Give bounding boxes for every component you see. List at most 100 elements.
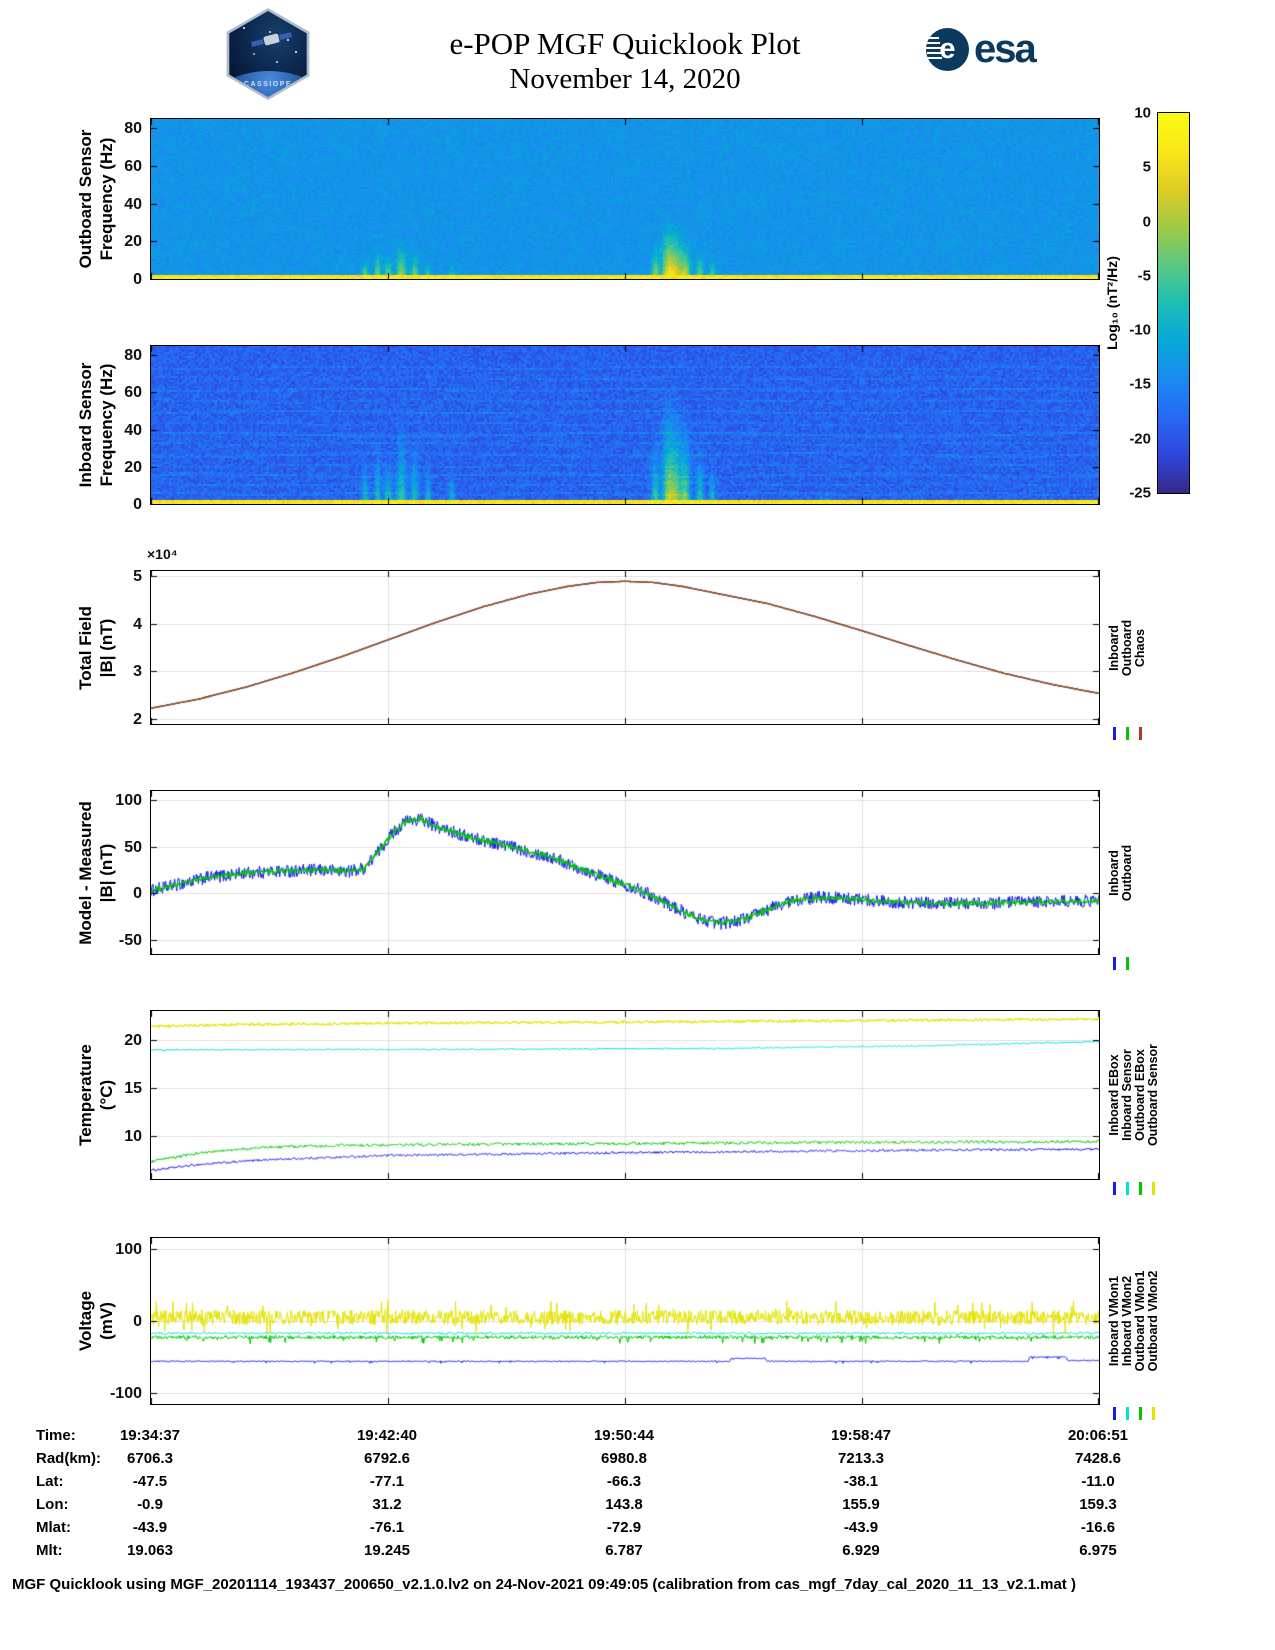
- y-tick-label: 20: [124, 233, 142, 251]
- cell-value: 6792.6: [364, 1450, 410, 1467]
- y-axis-label-line: |B| (nT): [97, 843, 116, 902]
- y-axis-exponent: ×10⁴: [147, 546, 178, 562]
- y-axis-label: Model - Measured |B| (nT): [75, 801, 118, 945]
- y-tick-label: 0: [133, 496, 142, 513]
- cell-value: -47.5: [132, 1473, 168, 1490]
- y-tick-label: 50: [124, 838, 142, 856]
- cell-value: 6.787: [605, 1542, 643, 1559]
- cell-value: 7213.3: [838, 1450, 884, 1467]
- legend-marker: [1113, 1182, 1116, 1195]
- cell-value: -66.3: [606, 1473, 642, 1490]
- table-row: Time: 19:34:37 19:42:40 19:50:44 19:58:47 20:…: [0, 1427, 1275, 1450]
- y-axis-label: Voltage (mV): [75, 1291, 118, 1351]
- legend-label: Inboard: [1107, 849, 1121, 896]
- legend-label: Chaos: [1133, 628, 1147, 667]
- panel-total-field: Total Field |B| (nT) 2 3 4 5 Inboard Outboard…: [76, 546, 1147, 740]
- panel-legend: Inboard EBox Inboard Sensor Outboard EBox O…: [1104, 1011, 1166, 1195]
- cell-value: 6.975: [1079, 1542, 1117, 1559]
- legend-label: Inboard: [1107, 624, 1121, 671]
- cell-value: 6.929: [842, 1542, 880, 1559]
- panel-legend: Inboard Outboard Chaos: [1104, 571, 1166, 740]
- legend-label: Outboard: [1120, 844, 1134, 901]
- y-axis-label-line: |B| (nT): [97, 618, 116, 677]
- cell-value: 6706.3: [127, 1450, 173, 1467]
- legend-label: Outboard EBox: [1133, 1049, 1147, 1141]
- y-axis-label-line: Model - Measured: [75, 800, 95, 945]
- cell-value: -76.1: [369, 1519, 405, 1536]
- cell-value: -72.9: [606, 1519, 642, 1536]
- panel-model-minus-measured: Model - Measured |B| (nT) -50 0 50 100 Inboa…: [76, 790, 1134, 970]
- table-row: Lon: -0.9 31.2 143.8 155.9 159.3: [0, 1496, 1275, 1519]
- row-label: Mlat:: [36, 1519, 71, 1536]
- cassiope-mission-patch: CASSIOPE: [222, 8, 314, 100]
- cell-value: 19.063: [127, 1542, 173, 1559]
- cell-value: 143.8: [605, 1496, 643, 1513]
- legend-marker: [1139, 1182, 1142, 1195]
- legend-label: Inboard EBox: [1107, 1054, 1121, 1136]
- y-tick-label: 80: [124, 120, 142, 138]
- voltage-plot: [151, 1238, 1099, 1404]
- y-tick-label: 20: [124, 1031, 142, 1049]
- y-axis-label-line: (mV): [97, 1302, 116, 1340]
- y-tick-label: 0: [133, 885, 142, 903]
- cell-value: 159.3: [1079, 1496, 1117, 1513]
- table-row: Mlt: 19.063 19.245 6.787 6.929 6.975: [0, 1542, 1275, 1565]
- esa-wordmark: esa: [974, 27, 1037, 71]
- legend-label: Outboard VMon2: [1146, 1270, 1160, 1372]
- cell-value: 155.9: [842, 1496, 880, 1513]
- y-axis-label: Total Field |B| (nT): [75, 606, 118, 690]
- y-tick-label: 3: [133, 663, 142, 681]
- y-tick-label: 100: [115, 792, 142, 810]
- cell-value: 19:58:47: [830, 1427, 892, 1444]
- y-tick-label: 15: [124, 1079, 142, 1097]
- colorbar: 10 5 0 -5 -10 -15 -20 -25: [1129, 105, 1190, 502]
- y-tick-label: 40: [124, 421, 142, 439]
- panel-legend: Inboard Outboard: [1104, 791, 1166, 970]
- legend-marker: [1139, 727, 1142, 740]
- y-axis-label-line: Frequency (Hz): [97, 363, 116, 487]
- y-tick-label: 100: [115, 1240, 142, 1258]
- y-tick-label: 60: [124, 384, 142, 402]
- legend-marker: [1126, 1407, 1129, 1420]
- legend-label: Inboard Sensor: [1120, 1049, 1134, 1141]
- inboard-spectrogram-plot: [151, 346, 1099, 504]
- cell-value: -11.0: [1081, 1473, 1115, 1490]
- legend-marker: [1139, 1407, 1142, 1420]
- esa-logo: e esa: [926, 27, 1037, 72]
- y-tick-label: -100: [109, 1385, 142, 1403]
- esa-globe-icon: e: [926, 28, 969, 71]
- outboard-spectrogram-plot: [151, 119, 1099, 279]
- legend-marker: [1152, 1407, 1155, 1420]
- y-axis-label-line: Outboard Sensor: [75, 129, 95, 269]
- colorbar-tick-label: -25: [1129, 484, 1151, 502]
- legend-label: Outboard VMon1: [1133, 1270, 1147, 1372]
- page-date: November 14, 2020: [509, 62, 741, 95]
- y-tick-label: 20: [124, 458, 142, 476]
- y-tick-label: 0: [133, 271, 142, 288]
- cell-value: 19:34:37: [119, 1427, 181, 1444]
- ephemeris-table: Time: 19:34:37 19:42:40 19:50:44 19:58:47 20:…: [0, 1427, 1275, 1565]
- y-tick-label: 80: [124, 347, 142, 365]
- stars-decoration: [243, 27, 245, 29]
- y-axis-label-line: Voltage: [75, 1290, 95, 1352]
- row-label: Time:: [36, 1427, 76, 1444]
- colorbar-tick-label: -5: [1137, 267, 1151, 285]
- colorbar-tick-label: -15: [1129, 375, 1151, 393]
- panel-voltage: Voltage (mV) -100 0 100 Inboard VMon1 Inboar…: [76, 1237, 1160, 1420]
- y-tick-label: 40: [124, 195, 142, 213]
- table-row: Lat: -47.5 -77.1 -66.3 -38.1 -11.0: [0, 1473, 1275, 1496]
- y-axis-label-line: (°C): [97, 1079, 116, 1111]
- cell-value: -0.9: [137, 1496, 163, 1513]
- legend-marker: [1113, 1407, 1116, 1420]
- y-tick-label: -50: [118, 932, 142, 950]
- colorbar-tick-label: -10: [1129, 321, 1151, 339]
- legend-marker: [1113, 957, 1116, 970]
- legend-marker: [1126, 957, 1129, 970]
- temperature-plot: [151, 1011, 1099, 1179]
- cell-value: 20:06:51: [1067, 1427, 1129, 1444]
- y-tick-label: 60: [124, 158, 142, 176]
- cell-value: -43.9: [132, 1519, 168, 1536]
- y-axis-label-line: Temperature: [75, 1044, 95, 1146]
- legend-label: Inboard VMon1: [1107, 1275, 1121, 1367]
- y-axis-label-line: Frequency (Hz): [97, 137, 116, 261]
